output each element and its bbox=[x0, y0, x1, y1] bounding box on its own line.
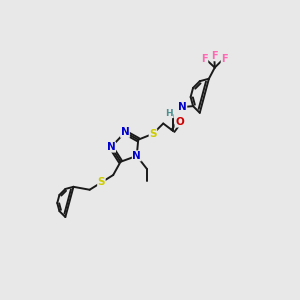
Text: N: N bbox=[121, 127, 129, 137]
Text: S: S bbox=[149, 129, 157, 139]
Text: H: H bbox=[166, 109, 173, 118]
Text: N: N bbox=[132, 151, 141, 161]
Text: S: S bbox=[98, 177, 105, 188]
Text: N: N bbox=[107, 142, 116, 152]
Text: F: F bbox=[221, 54, 228, 64]
Text: N: N bbox=[178, 102, 187, 112]
Text: F: F bbox=[201, 54, 208, 64]
Text: O: O bbox=[175, 117, 184, 127]
Text: F: F bbox=[211, 51, 217, 61]
